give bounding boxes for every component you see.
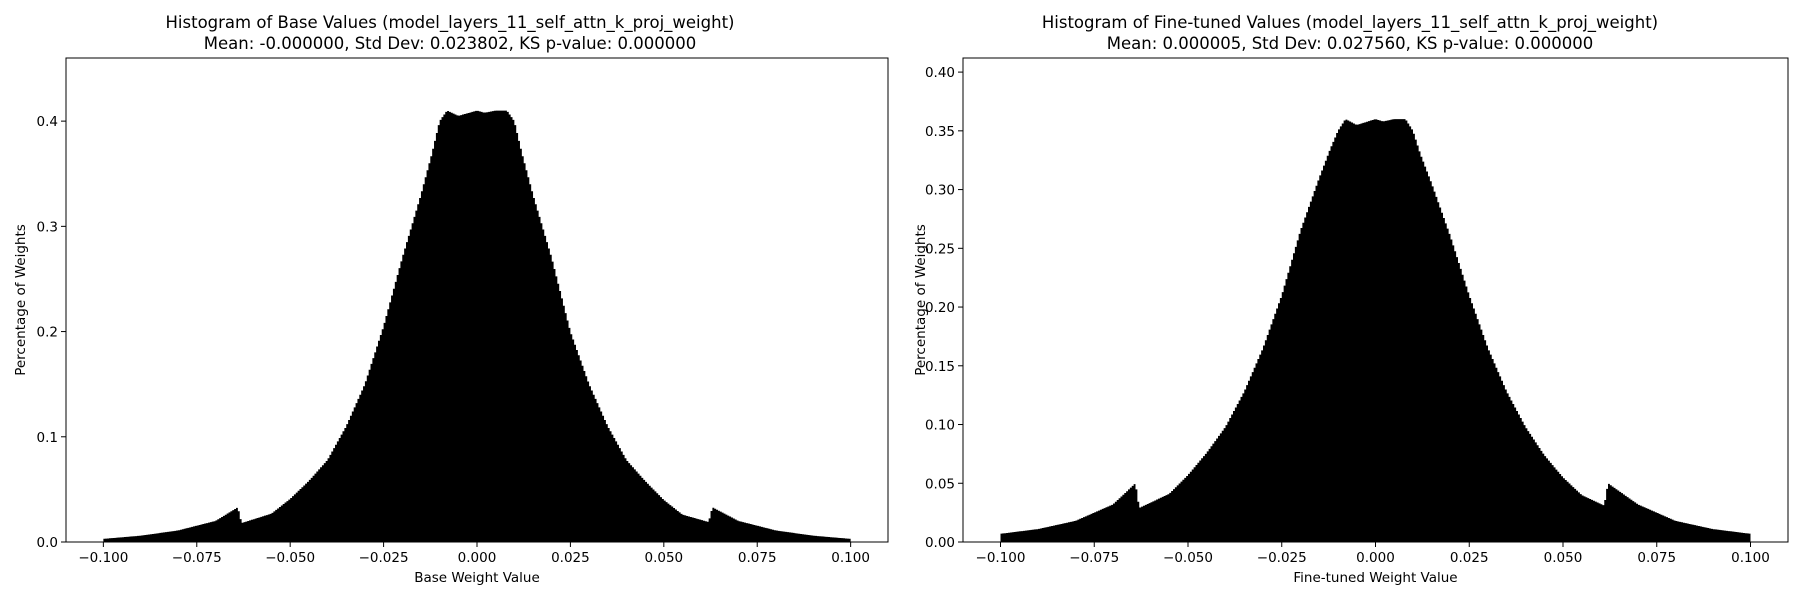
x-tick-label: −0.050 [1163,550,1213,566]
x-tick-label: 0.100 [831,550,870,566]
y-axis-label: Percentage of Weights [913,224,929,376]
y-tick-label: 0.00 [925,535,955,551]
x-tick-label: 0.100 [1731,550,1770,566]
histogram-bars [1000,119,1751,542]
y-tick-label: 0.05 [925,476,955,492]
x-tick-label: −0.100 [976,550,1026,566]
y-tick-label: 0.1 [37,430,58,446]
x-tick-label: −0.050 [265,550,315,566]
histogram-bar-fill [103,110,851,543]
chart-subtitle-line: Mean: 0.000005, Std Dev: 0.027560, KS p-… [1106,34,1594,53]
x-tick-label: 0.025 [1450,550,1489,566]
y-tick-label: 0.25 [925,241,955,257]
x-tick-label: 0.025 [551,550,590,566]
x-tick-label: 0.075 [738,550,777,566]
y-tick-label: 0.35 [925,124,955,140]
x-axis-label: Base Weight Value [414,570,540,586]
y-tick-label: 0.4 [37,114,58,130]
x-tick-label: 0.050 [1544,550,1583,566]
chart-title-line: Histogram of Base Values (model_layers_1… [165,13,735,32]
y-tick-label: 0.0 [37,535,58,551]
y-tick-label: 0.40 [925,65,955,81]
y-tick-label: 0.10 [925,418,955,434]
y-axis-label: Percentage of Weights [13,224,29,376]
x-tick-label: −0.100 [78,550,128,566]
x-tick-label: 0.000 [1356,550,1395,566]
chart-title-line: Histogram of Fine-tuned Values (model_la… [1041,13,1659,32]
x-axis-label: Fine-tuned Weight Value [1293,570,1457,586]
x-tick-label: −0.025 [359,550,409,566]
x-tick-label: −0.025 [1257,550,1307,566]
x-tick-label: 0.075 [1637,550,1676,566]
y-tick-label: 0.2 [37,325,58,341]
y-tick-label: 0.20 [925,300,955,316]
y-tick-label: 0.3 [37,219,58,235]
histogram-bars [103,110,851,543]
y-tick-label: 0.30 [925,183,955,199]
x-tick-label: 0.050 [644,550,683,566]
x-tick-label: 0.000 [458,550,497,566]
x-tick-label: −0.075 [172,550,222,566]
x-tick-label: −0.075 [1069,550,1119,566]
chart-subtitle-line: Mean: -0.000000, Std Dev: 0.023802, KS p… [203,34,697,53]
histogram-base: −0.100 −0.075 −0.050 −0.025 0.000 0.025 0.050 0… [13,57,889,586]
histogram-finetuned: −0.100 −0.075 −0.050 −0.025 0.000 0.025 0.050 0… [913,57,1789,586]
chart-panel-base: Histogram of Base Values (model_layers_1… [13,13,889,586]
chart-panel-finetuned: Histogram of Fine-tuned Values (model_la… [900,0,1800,600]
histogram-bar-fill [1000,119,1751,542]
y-tick-label: 0.15 [925,359,955,375]
